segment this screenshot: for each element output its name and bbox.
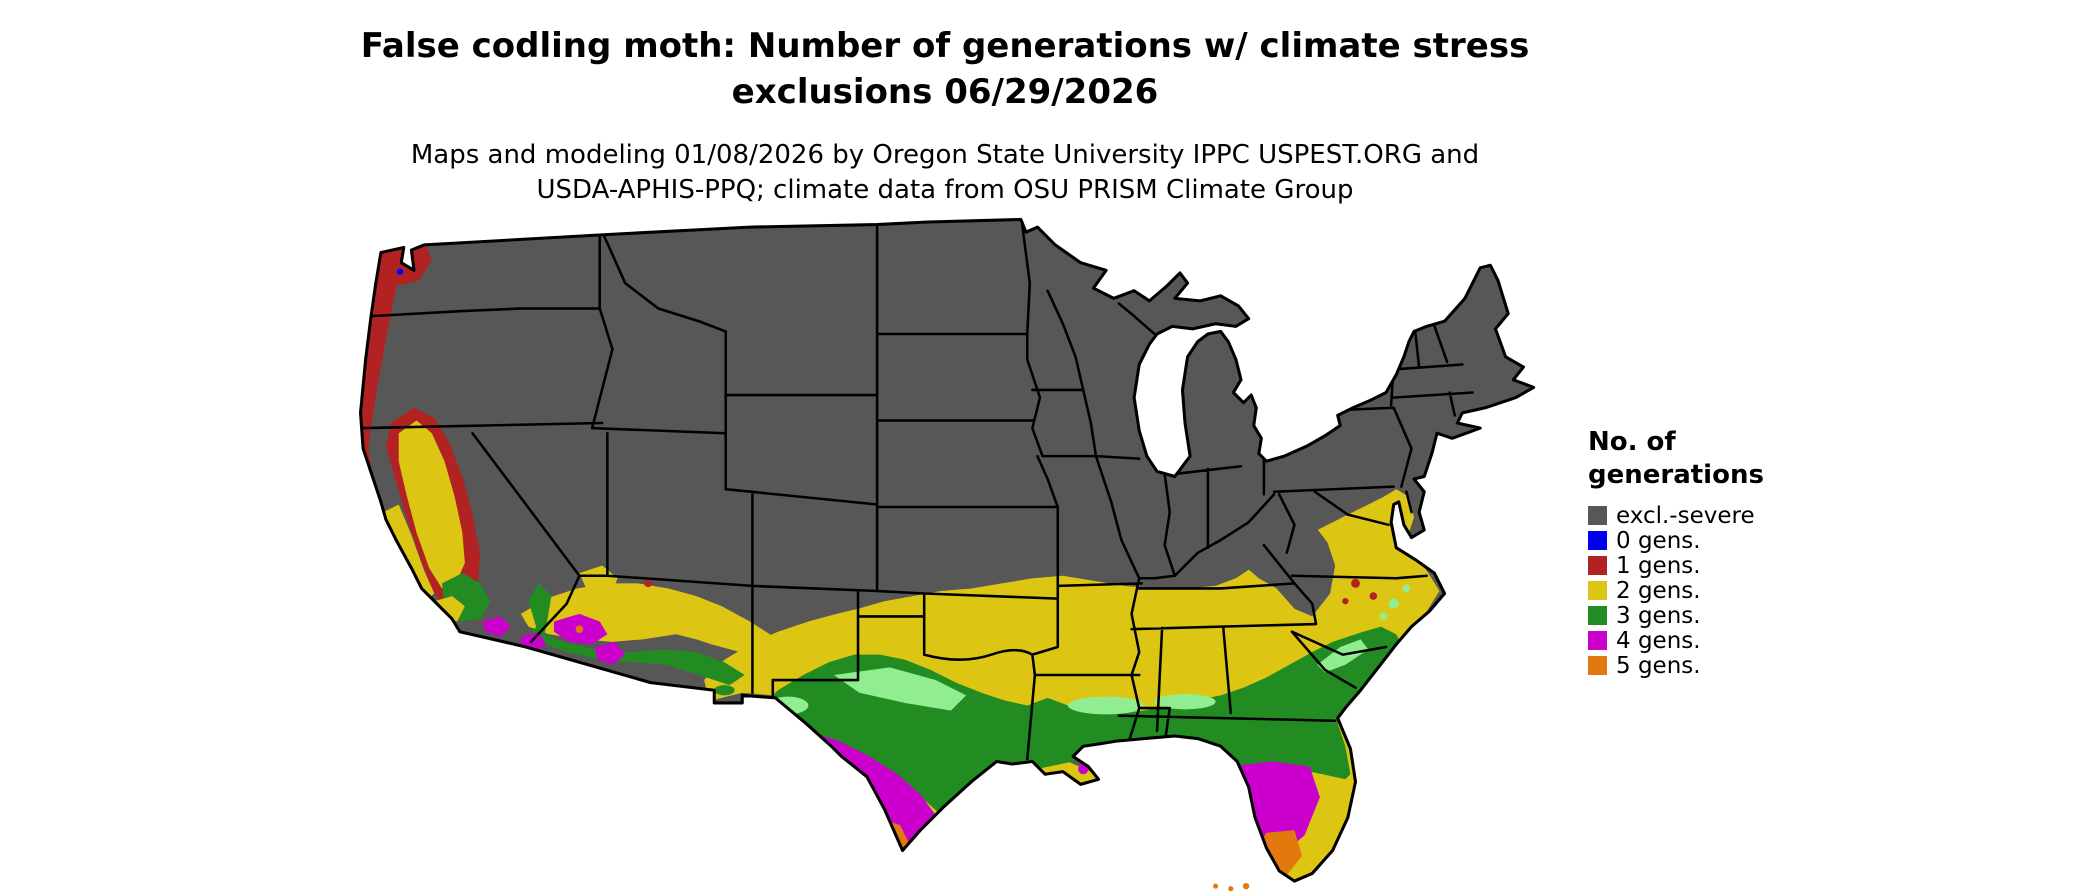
region-3gen-socal-speck <box>421 598 432 609</box>
legend-swatch-excl <box>1588 506 1607 525</box>
legend-item-g3: 3 gens. <box>1588 602 1888 629</box>
region-1gen-speck-carolinas <box>1369 592 1378 600</box>
us-outline <box>359 217 1536 883</box>
state-borders <box>360 223 1474 761</box>
legend-items: excl.-severe 0 gens. 1 gens. 2 gens. 3 gens.… <box>1588 502 1888 679</box>
region-4gen-imperial <box>482 616 511 637</box>
legend-item-g4: 4 gens. <box>1588 627 1888 654</box>
region-5gen-phoenix-speck <box>575 625 584 633</box>
legend-swatch-g0 <box>1588 531 1607 550</box>
legend-swatch-g2 <box>1588 581 1607 600</box>
title-line-2: exclusions 06/29/2026 <box>731 71 1159 112</box>
subtitle-line-1: Maps and modeling 01/08/2026 by Oregon S… <box>410 139 1480 170</box>
legend-label: excl.-severe <box>1616 502 1755 529</box>
region-3gen-colorado-river <box>523 583 552 647</box>
region-1gen-speck-carolinas <box>1351 578 1360 588</box>
legend-item-g0: 0 gens. <box>1588 527 1888 554</box>
legend-label: 3 gens. <box>1616 602 1701 629</box>
us-generations-map <box>330 206 1554 892</box>
legend-item-g2: 2 gens. <box>1588 577 1888 604</box>
region-5gen-keys-speck <box>1213 883 1219 889</box>
region-5gen-keys-speck <box>1242 882 1250 890</box>
region-1gen-speck-utah <box>644 579 652 588</box>
map-legend: No. of generations excl.-severe 0 gens. 1 … <box>1588 426 1888 679</box>
region-3gen-light-speck <box>1379 612 1388 621</box>
region-excluded-appalachians <box>1241 507 1336 617</box>
region-3gen-light-speck <box>1388 598 1399 609</box>
page-subtitle: Maps and modeling 01/08/2026 by Oregon S… <box>0 138 1890 208</box>
region-3gen-light-texas <box>833 667 967 711</box>
region-4gen-central-florida <box>1228 761 1320 851</box>
region-4gen-tucson <box>594 641 626 665</box>
region-2gen-ca-valley <box>398 420 465 589</box>
us-map-svg <box>359 217 1536 892</box>
region-1gen-speck-carolinas <box>1342 597 1349 605</box>
legend-swatch-g1 <box>1588 556 1607 575</box>
region-0gen-speck <box>396 268 404 275</box>
region-3gen-arizona-border <box>531 629 745 686</box>
region-3gen-light-mississippi <box>1067 696 1145 715</box>
region-1gen-west-coast <box>360 242 427 607</box>
page-title: False codling moth: Number of generation… <box>0 24 1890 116</box>
legend-item-excl: excl.-severe <box>1588 502 1888 529</box>
legend-title-line-2: generations <box>1588 459 1764 490</box>
legend-label: 2 gens. <box>1616 577 1701 604</box>
title-block: False codling moth: Number of generation… <box>0 24 1890 208</box>
subtitle-line-2: USDA-APHIS-PPQ; climate data from OSU PR… <box>536 174 1354 205</box>
title-line-1: False codling moth: Number of generation… <box>360 26 1530 66</box>
region-3gen-las-cruces <box>714 685 735 696</box>
legend-label: 5 gens. <box>1616 652 1701 679</box>
legend-label: 0 gens. <box>1616 527 1701 554</box>
region-2gen-speck-utah <box>637 587 644 595</box>
legend-item-g1: 1 gens. <box>1588 552 1888 579</box>
legend-title: No. of generations <box>1588 426 1888 491</box>
legend-label: 4 gens. <box>1616 627 1701 654</box>
legend-title-line-1: No. of <box>1588 427 1676 457</box>
legend-label: 1 gens. <box>1616 552 1701 579</box>
legend-swatch-g4 <box>1588 631 1607 650</box>
region-2gen-ca-central-coast <box>383 504 435 604</box>
legend-swatch-g3 <box>1588 606 1607 625</box>
region-5gen-keys-speck <box>1228 886 1234 892</box>
region-3gen-light-georgia <box>1154 694 1216 710</box>
region-2gen-arizona <box>520 583 778 660</box>
legend-item-g5: 5 gens. <box>1588 652 1888 679</box>
legend-swatch-g5 <box>1588 656 1607 675</box>
region-3gen-light-speck <box>1402 584 1411 593</box>
generation-regions <box>360 239 1440 882</box>
